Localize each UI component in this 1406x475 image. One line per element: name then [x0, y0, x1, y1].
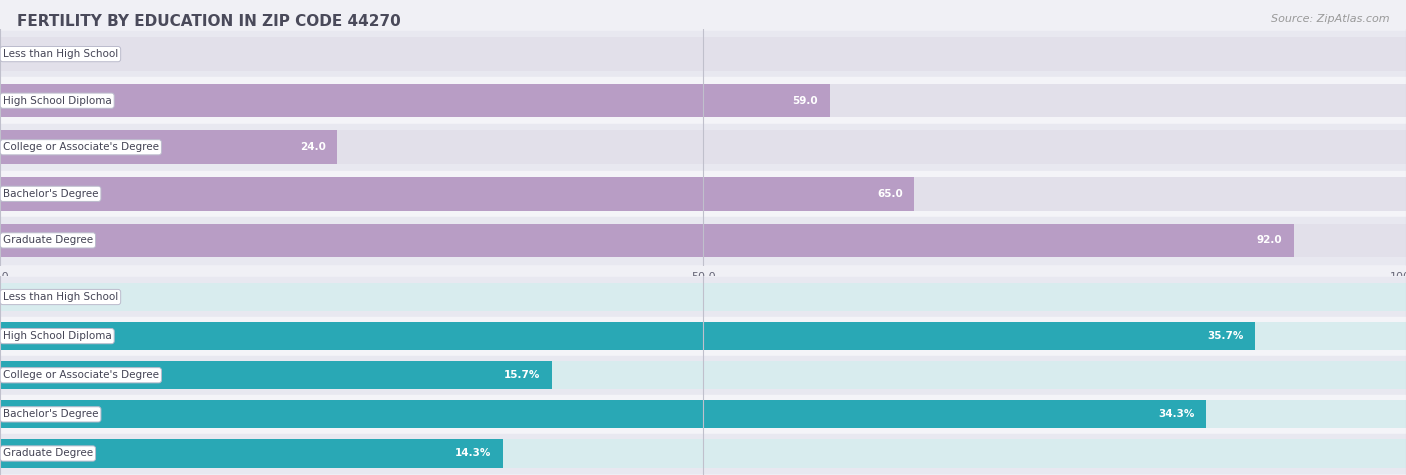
Text: FERTILITY BY EDUCATION IN ZIP CODE 44270: FERTILITY BY EDUCATION IN ZIP CODE 44270 [17, 14, 401, 29]
Text: 15.7%: 15.7% [505, 370, 540, 380]
Bar [0, 439, 503, 467]
Text: College or Associate's Degree: College or Associate's Degree [3, 142, 159, 152]
Text: High School Diploma: High School Diploma [3, 331, 111, 341]
Bar [0, 84, 1406, 117]
Bar [0, 217, 1406, 264]
Text: Graduate Degree: Graduate Degree [3, 448, 93, 458]
Bar [0, 400, 1205, 428]
Text: 0.0%: 0.0% [11, 292, 38, 302]
Bar [0, 361, 1406, 390]
Text: 34.3%: 34.3% [1159, 409, 1195, 419]
Text: Bachelor's Degree: Bachelor's Degree [3, 409, 98, 419]
Bar [0, 84, 830, 117]
Bar [0, 322, 1406, 350]
Bar [0, 38, 1406, 71]
Bar [0, 434, 1406, 473]
Bar [0, 356, 1406, 395]
Text: Bachelor's Degree: Bachelor's Degree [3, 189, 98, 199]
Text: 92.0: 92.0 [1257, 236, 1282, 246]
Text: Less than High School: Less than High School [3, 49, 118, 59]
Bar [0, 400, 1406, 428]
Text: College or Associate's Degree: College or Associate's Degree [3, 370, 159, 380]
Text: 24.0: 24.0 [301, 142, 326, 152]
Bar [0, 124, 1406, 171]
Text: Graduate Degree: Graduate Degree [3, 236, 93, 246]
Bar [0, 171, 1406, 217]
Bar [0, 131, 337, 164]
Text: Less than High School: Less than High School [3, 292, 118, 302]
Bar [0, 277, 1406, 316]
Bar [0, 395, 1406, 434]
Bar [0, 224, 1406, 257]
Text: 59.0: 59.0 [793, 95, 818, 105]
Bar [0, 316, 1406, 356]
Bar [0, 439, 1406, 467]
Text: 65.0: 65.0 [877, 189, 903, 199]
Bar [0, 177, 914, 210]
Bar [0, 131, 1406, 164]
Text: Source: ZipAtlas.com: Source: ZipAtlas.com [1271, 14, 1389, 24]
Text: High School Diploma: High School Diploma [3, 95, 111, 105]
Text: 0.0: 0.0 [11, 49, 28, 59]
Bar [0, 224, 1294, 257]
Text: 35.7%: 35.7% [1208, 331, 1244, 341]
Bar [0, 361, 551, 390]
Bar [0, 31, 1406, 77]
Bar [0, 77, 1406, 124]
Text: 14.3%: 14.3% [456, 448, 492, 458]
Bar [0, 322, 1256, 350]
Bar [0, 283, 1406, 311]
Bar [0, 177, 1406, 210]
